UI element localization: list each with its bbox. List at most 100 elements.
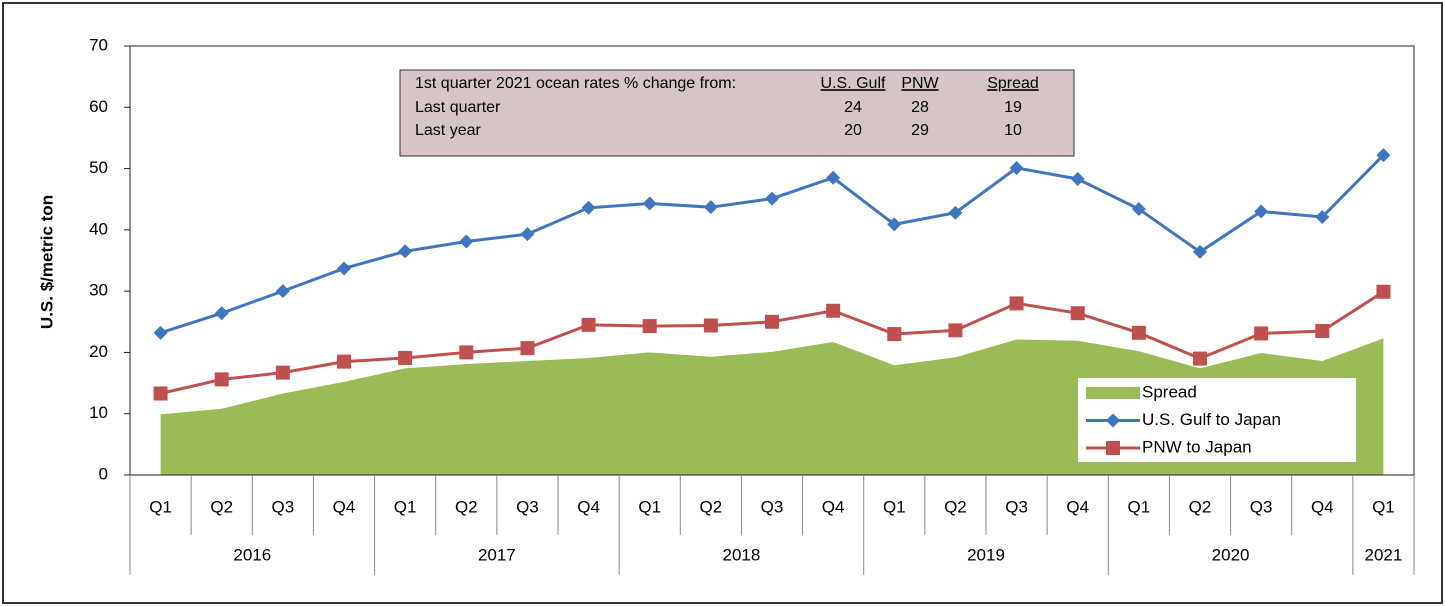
y-axis-label: U.S. $/metric ton: [37, 195, 56, 329]
x-tick-label: Q2: [455, 497, 478, 516]
x-group-label: 2019: [967, 545, 1005, 564]
marker: [1131, 325, 1146, 340]
marker: [1376, 284, 1391, 299]
table-header: PNW: [901, 75, 939, 92]
table-header: Spread: [987, 75, 1039, 92]
table-box: [399, 69, 1075, 157]
plot-border: [129, 45, 1415, 476]
x-tick-label: Q1: [883, 497, 906, 516]
table-cell: 20: [844, 122, 862, 139]
marker: [1254, 204, 1269, 219]
marker: [520, 227, 535, 242]
x-tick-label: Q1: [1128, 497, 1151, 516]
legend-marker: [1106, 441, 1120, 455]
x-tick-label: Q2: [700, 497, 723, 516]
legend-label: Spread: [1142, 382, 1197, 401]
table-cell: 19: [1004, 99, 1022, 116]
table-cell: 29: [911, 122, 929, 139]
marker: [887, 217, 902, 232]
marker: [337, 261, 351, 276]
x-tick-label: Q4: [577, 497, 600, 516]
marker: [1070, 306, 1085, 321]
marker: [337, 354, 351, 369]
x-group-label: 2021: [1365, 545, 1403, 564]
marker: [214, 306, 229, 321]
marker: [1009, 296, 1024, 311]
marker: [459, 234, 474, 249]
table-cell: 28: [911, 99, 929, 116]
marker: [459, 345, 474, 360]
marker: [1070, 171, 1085, 186]
marker: [1315, 209, 1330, 224]
y-tick-label: 0: [99, 464, 108, 483]
legend: Spread U.S. Gulf to Japan PNW to Japan: [1078, 378, 1356, 462]
marker: [581, 200, 596, 215]
y-tick-label: 40: [89, 219, 108, 238]
table-header: U.S. Gulf: [821, 75, 886, 92]
legend-marker: [1106, 413, 1120, 428]
marker: [1254, 326, 1269, 341]
table-cell: 24: [844, 99, 862, 116]
marker: [398, 350, 413, 365]
x-tick-label: Q3: [272, 497, 295, 516]
table-cell: Last year: [415, 122, 481, 139]
marker: [1131, 202, 1146, 217]
y-tick-label: 60: [89, 97, 108, 116]
y-tick-label: 70: [89, 35, 108, 54]
marker: [1376, 148, 1391, 163]
x-tick-label: Q1: [149, 497, 172, 516]
x-group-label: 2018: [723, 545, 761, 564]
marker: [765, 191, 779, 206]
marker: [1009, 160, 1024, 175]
marker: [826, 303, 841, 318]
marker: [275, 284, 290, 299]
y-tick-label: 30: [89, 281, 108, 300]
marker: [581, 317, 596, 332]
marker: [398, 244, 413, 259]
x-group-label: 2020: [1212, 545, 1250, 564]
marker: [642, 319, 657, 334]
x-tick-label: Q4: [822, 497, 845, 516]
marker: [887, 327, 902, 342]
marker: [703, 200, 718, 215]
marker: [520, 341, 535, 356]
marker: [642, 196, 657, 211]
marker: [948, 205, 963, 220]
x-group-label: 2016: [233, 545, 271, 564]
marker: [826, 170, 841, 185]
x-tick-label: Q1: [638, 497, 661, 516]
x-tick-label: Q1: [394, 497, 417, 516]
marker: [765, 314, 779, 329]
marker: [275, 365, 290, 380]
x-tick-label: Q4: [1066, 497, 1089, 516]
x-tick-label: Q2: [1189, 497, 1212, 516]
x-tick-label: Q3: [1250, 497, 1273, 516]
x-tick-label: Q1: [1372, 497, 1395, 516]
marker: [153, 386, 168, 401]
table-cell: Last quarter: [415, 99, 501, 116]
y-tick-label: 50: [89, 158, 108, 177]
marker: [1315, 323, 1330, 338]
legend-swatch: [1086, 387, 1140, 399]
marker: [1193, 351, 1207, 366]
x-tick-label: Q3: [1005, 497, 1028, 516]
y-tick-label: 20: [89, 342, 108, 361]
annotation-table: 1st quarter 2021 ocean rates % change fr…: [399, 69, 1075, 157]
table-cell: 10: [1004, 122, 1022, 139]
x-tick-label: Q3: [516, 497, 539, 516]
marker: [703, 318, 718, 333]
x-tick-label: Q3: [761, 497, 784, 516]
table-header: 1st quarter 2021 ocean rates % change fr…: [415, 75, 736, 92]
legend-label: PNW to Japan: [1142, 437, 1252, 456]
x-tick-label: Q4: [333, 497, 356, 516]
x-tick-label: Q2: [944, 497, 967, 516]
marker: [214, 372, 229, 387]
x-tick-label: Q4: [1311, 497, 1334, 516]
x-tick-label: Q2: [210, 497, 233, 516]
marker: [1193, 244, 1207, 259]
marker: [948, 323, 963, 338]
legend-label: U.S. Gulf to Japan: [1142, 410, 1281, 429]
y-tick-label: 10: [89, 403, 108, 422]
marker: [153, 325, 168, 340]
